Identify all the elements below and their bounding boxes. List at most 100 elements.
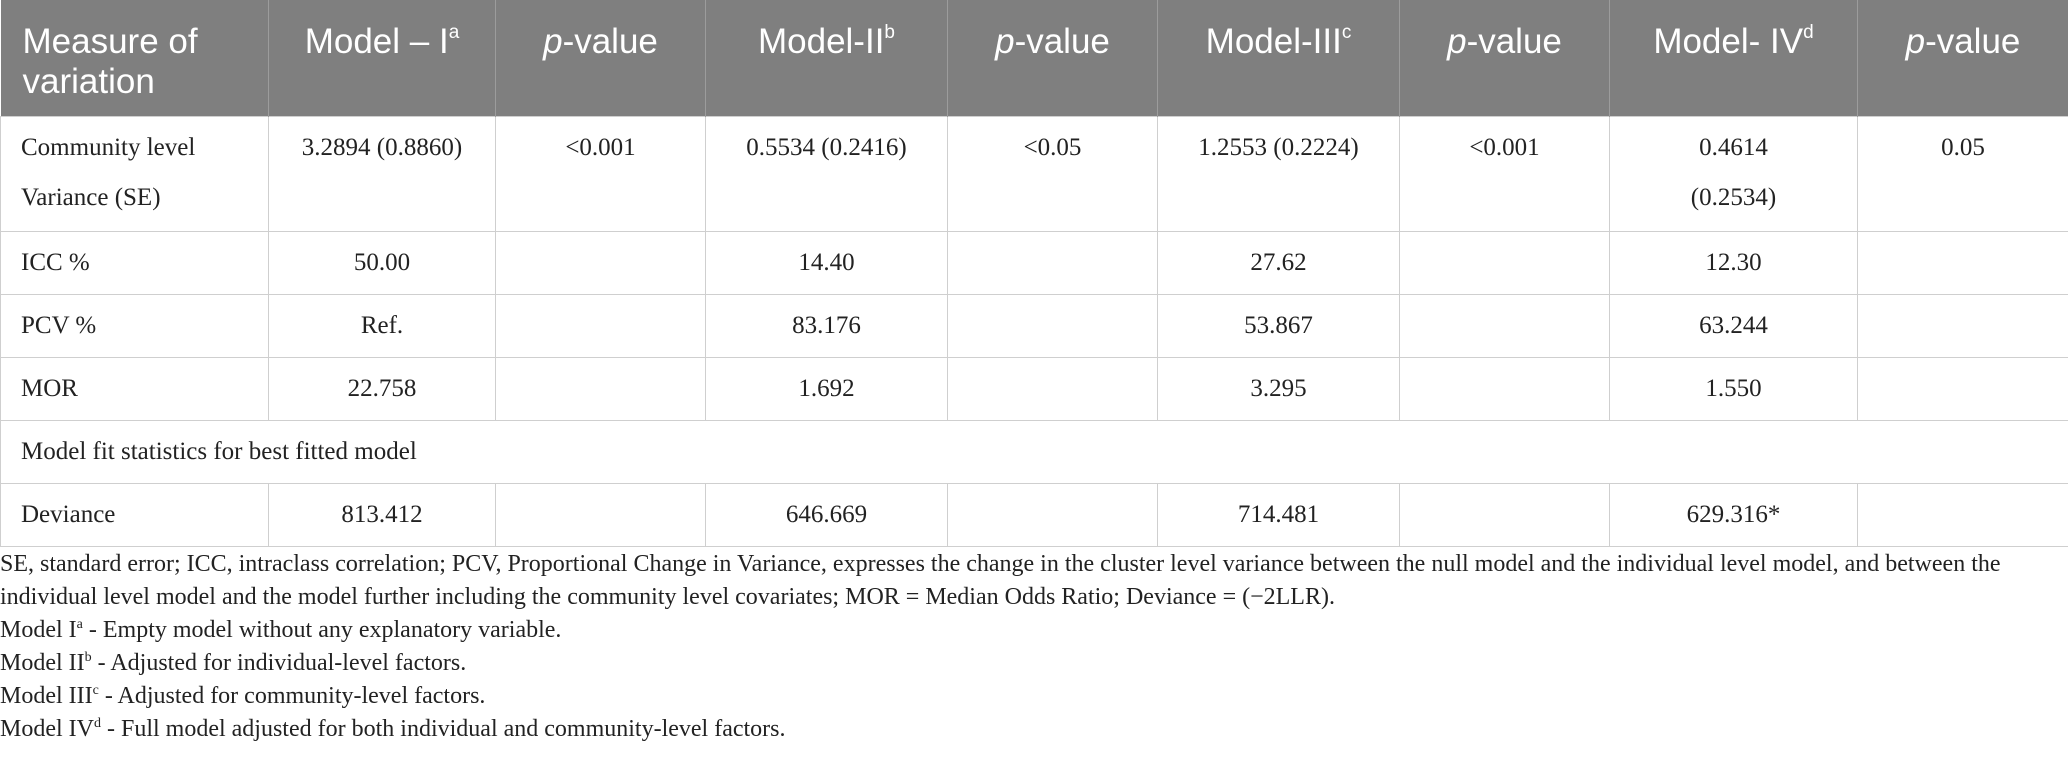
section-row-model-fit: Model fit statistics for best fitted mod… bbox=[0, 420, 2068, 484]
row-label: Deviance bbox=[0, 483, 269, 547]
cell-line: 0.4614 bbox=[1699, 134, 1768, 161]
cell-model-4: 629.316* bbox=[1609, 483, 1858, 547]
cell-model-2: 14.40 bbox=[705, 231, 948, 295]
header-model-3: Model-IIIc bbox=[1157, 0, 1400, 117]
cell-p-value-3 bbox=[1399, 294, 1610, 358]
cell-p-value-4 bbox=[1857, 231, 2068, 295]
cell-model-4: 63.244 bbox=[1609, 294, 1858, 358]
footnote-model-4: Model IVd - Full model adjusted for both… bbox=[0, 713, 2068, 746]
cell-p-value-1 bbox=[495, 294, 706, 358]
cell-model-1: 22.758 bbox=[268, 357, 496, 421]
header-p-suffix: -value bbox=[562, 22, 658, 61]
footnote-model-3: Model IIIc - Adjusted for community-leve… bbox=[0, 680, 2068, 713]
cell-p-value-2 bbox=[947, 483, 1158, 547]
header-p-letter: p bbox=[543, 22, 563, 61]
header-p-letter: p bbox=[995, 22, 1015, 61]
header-model-3-sup: c bbox=[1341, 22, 1352, 43]
header-model-1: Model – Ia bbox=[268, 0, 496, 117]
header-p-suffix: -value bbox=[1466, 22, 1562, 61]
row-label: MOR bbox=[0, 357, 269, 421]
cell-model-1: 50.00 bbox=[268, 231, 496, 295]
cell-model-3: 714.481 bbox=[1157, 483, 1400, 547]
cell-model-1: Ref. bbox=[268, 294, 496, 358]
table-row: Deviance 813.412 646.669 714.481 629.316… bbox=[0, 483, 2068, 547]
footnote-sup: c bbox=[92, 683, 99, 698]
cell-p-value-2: <0.05 bbox=[947, 116, 1158, 232]
header-p-suffix: -value bbox=[1014, 22, 1110, 61]
cell-p-value-1: <0.001 bbox=[495, 116, 706, 232]
footnote-model-1: Model Ia - Empty model without any expla… bbox=[0, 614, 2068, 647]
table-row: MOR 22.758 1.692 3.295 1.550 bbox=[0, 357, 2068, 421]
cell-p-value-1 bbox=[495, 357, 706, 421]
table-footnotes: SE, standard error; ICC, intraclass corr… bbox=[0, 548, 2068, 746]
row-label-line: Community level bbox=[21, 134, 196, 161]
row-label: Community level Variance (SE) bbox=[0, 116, 269, 232]
cell-model-2: 83.176 bbox=[705, 294, 948, 358]
footnote-model-2: Model IIb - Adjusted for individual-leve… bbox=[0, 647, 2068, 680]
cell-model-2: 646.669 bbox=[705, 483, 948, 547]
table-row: PCV % Ref. 83.176 53.867 63.244 bbox=[0, 294, 2068, 358]
cell-p-value-2 bbox=[947, 357, 1158, 421]
cell-p-value-4 bbox=[1857, 357, 2068, 421]
header-p-value-2: p-value bbox=[947, 0, 1158, 117]
footnote-text: - Full model adjusted for both individua… bbox=[100, 716, 786, 742]
cell-model-1: 813.412 bbox=[268, 483, 496, 547]
header-p-letter: p bbox=[1905, 22, 1926, 61]
cell-model-3: 1.2553 (0.2224) bbox=[1157, 116, 1400, 232]
footnote-text: - Empty model without any explanatory va… bbox=[82, 617, 562, 643]
footnote-model-name: Model IV bbox=[0, 716, 94, 742]
cell-line: (0.2534) bbox=[1690, 184, 1777, 211]
footnote-sup: a bbox=[76, 617, 83, 632]
row-label: ICC % bbox=[0, 231, 269, 295]
cell-p-value-3: <0.001 bbox=[1399, 116, 1610, 232]
header-model-4: Model- IVd bbox=[1609, 0, 1858, 117]
table-row: Model fit statistics for best fitted mod… bbox=[0, 420, 2068, 484]
header-model-2-sup: b bbox=[884, 22, 895, 43]
cell-model-3: 27.62 bbox=[1157, 231, 1400, 295]
footnote-model-name: Model III bbox=[0, 683, 93, 709]
cell-p-value-3 bbox=[1399, 231, 1610, 295]
footnote-sup: b bbox=[84, 650, 92, 665]
header-row: Measure of variation Model – Ia p-value … bbox=[0, 0, 2068, 117]
header-model-2-label: Model-II bbox=[757, 22, 885, 61]
footnote-text: - Adjusted for community-level factors. bbox=[98, 683, 486, 709]
cell-model-1: 3.2894 (0.8860) bbox=[268, 116, 496, 232]
cell-model-2: 0.5534 (0.2416) bbox=[705, 116, 948, 232]
header-model-1-label: Model – I bbox=[304, 22, 449, 61]
cell-model-4: 12.30 bbox=[1609, 231, 1858, 295]
cell-p-value-3 bbox=[1399, 357, 1610, 421]
header-model-4-sup: d bbox=[1803, 22, 1814, 43]
cell-p-value-4 bbox=[1857, 483, 2068, 547]
results-table: Measure of variation Model – Ia p-value … bbox=[0, 0, 2068, 547]
header-model-3-label: Model-III bbox=[1205, 22, 1342, 61]
cell-p-value-1 bbox=[495, 483, 706, 547]
header-model-4-label: Model- IV bbox=[1653, 22, 1804, 61]
cell-p-value-4: 0.05 bbox=[1857, 116, 2068, 232]
cell-model-4: 1.550 bbox=[1609, 357, 1858, 421]
cell-p-value-3 bbox=[1399, 483, 1610, 547]
header-p-letter: p bbox=[1447, 22, 1467, 61]
row-label-line: Variance (SE) bbox=[21, 184, 161, 211]
cell-model-3: 53.867 bbox=[1157, 294, 1400, 358]
header-p-value-4: p-value bbox=[1857, 0, 2068, 117]
cell-p-value-2 bbox=[947, 231, 1158, 295]
cell-model-2: 1.692 bbox=[705, 357, 948, 421]
header-p-suffix: -value bbox=[1925, 22, 2021, 61]
footnote-text: - Adjusted for individual-level factors. bbox=[91, 650, 467, 676]
footnote-model-name: Model I bbox=[0, 617, 77, 643]
header-model-2: Model-IIb bbox=[705, 0, 948, 117]
cell-model-4: 0.4614 (0.2534) bbox=[1609, 116, 1858, 232]
footnote-model-name: Model II bbox=[0, 650, 85, 676]
header-p-value-1: p-value bbox=[495, 0, 706, 117]
cell-p-value-1 bbox=[495, 231, 706, 295]
row-label: PCV % bbox=[0, 294, 269, 358]
header-p-value-3: p-value bbox=[1399, 0, 1610, 117]
table-row: Community level Variance (SE) 3.2894 (0.8… bbox=[0, 116, 2068, 232]
header-measure: Measure of variation bbox=[0, 0, 269, 117]
cell-p-value-4 bbox=[1857, 294, 2068, 358]
cell-model-3: 3.295 bbox=[1157, 357, 1400, 421]
cell-p-value-2 bbox=[947, 294, 1158, 358]
abbreviations-note: SE, standard error; ICC, intraclass corr… bbox=[0, 551, 2001, 610]
footnote-sup: d bbox=[93, 716, 101, 731]
header-model-1-sup: a bbox=[448, 22, 460, 43]
